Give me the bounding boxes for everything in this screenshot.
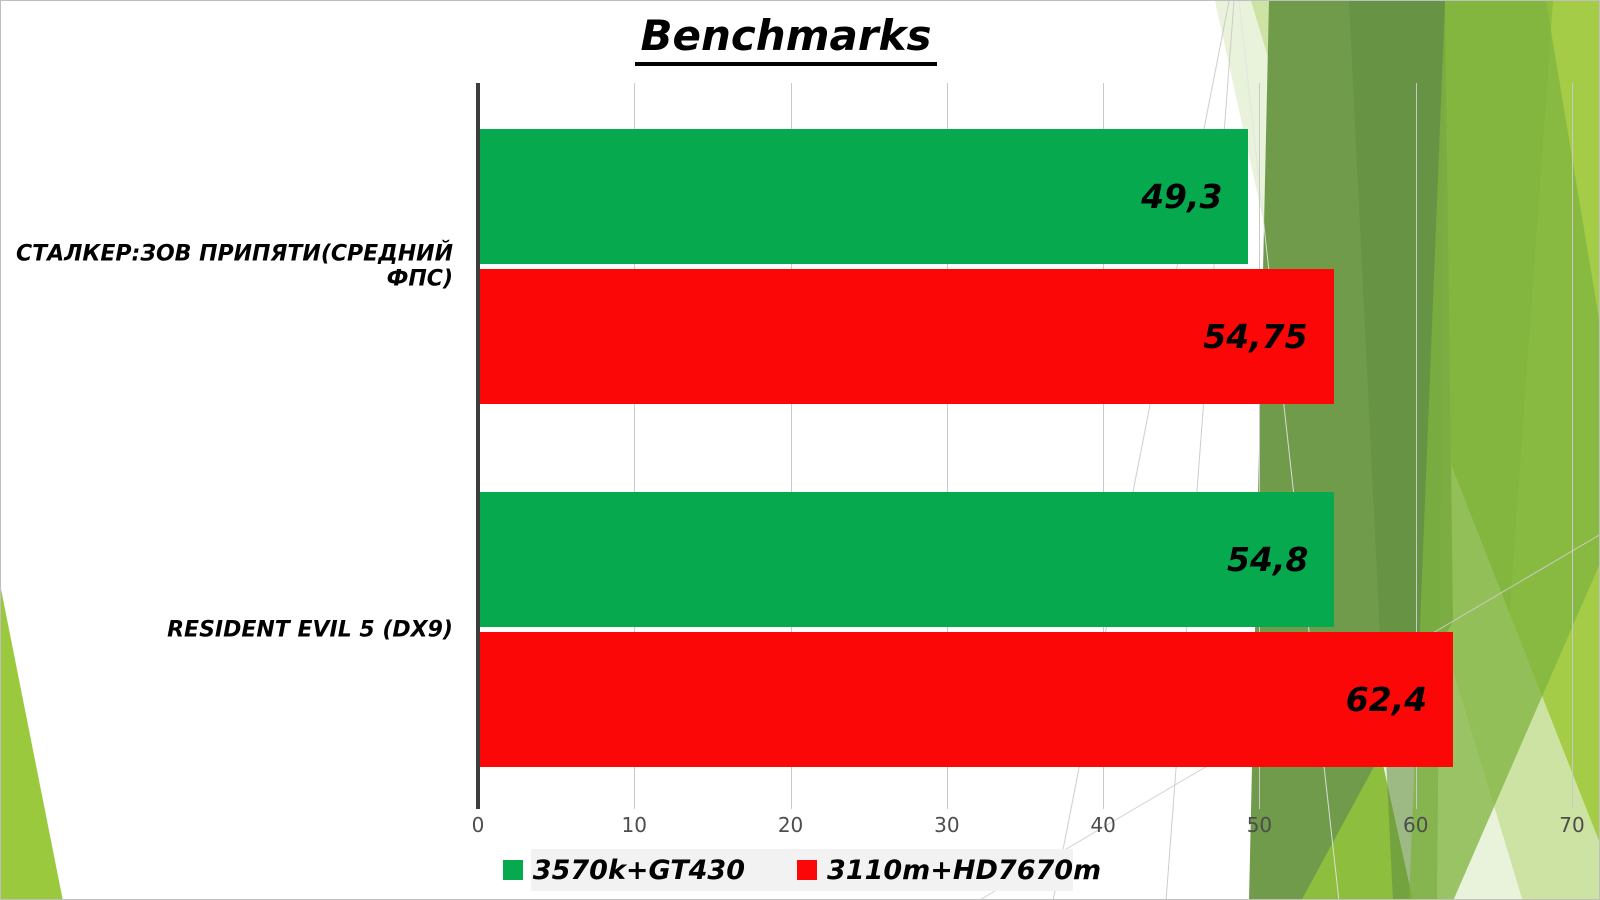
x-tick-label: 70 [1559,813,1585,837]
category-label: СТАЛКЕР:ЗОВ ПРИПЯТИ(СРЕДНИЙ ФПС) [15,241,453,292]
x-tick-label: 50 [1246,813,1273,837]
x-tick-label: 20 [777,813,804,837]
bar [480,632,1454,767]
gridline [1103,83,1105,809]
x-tick-label: 0 [471,813,485,837]
bar [480,129,1249,264]
legend-label: 3570k+GT430 [532,854,745,886]
category-label: RESIDENT EVIL 5 (DX9) [167,616,453,642]
bar-value-label: 54,8 [1227,540,1309,579]
chart-title: Benchmarks [634,11,938,66]
bar-value-label: 54,75 [1203,317,1308,356]
chart-title-row: Benchmarks [1,11,1571,66]
x-tick-label: 60 [1402,813,1429,837]
legend-swatch [502,860,523,880]
gridline [790,83,792,809]
gridline [1259,83,1261,809]
gridline [946,83,948,809]
x-tick-label: 40 [1090,813,1116,837]
bar-value-label: 49,3 [1141,177,1223,216]
legend-item: 3570k+GT430 [502,854,745,886]
gridline [1415,83,1417,809]
bar [480,492,1335,627]
bar-value-label: 62,4 [1345,680,1428,719]
y-axis-line [476,83,480,809]
gridline [1572,83,1573,809]
x-tick-label: 10 [621,813,647,837]
legend-label: 3110m+HD7670m [827,854,1102,886]
bar [480,269,1334,404]
x-tick-label: 30 [934,813,960,837]
legend-swatch [797,860,817,880]
chart-legend: 3570k+GT430 3110m+HD7670m [502,849,1101,891]
legend-item: 3110m+HD7670m [797,855,1101,886]
gridline [634,83,636,809]
